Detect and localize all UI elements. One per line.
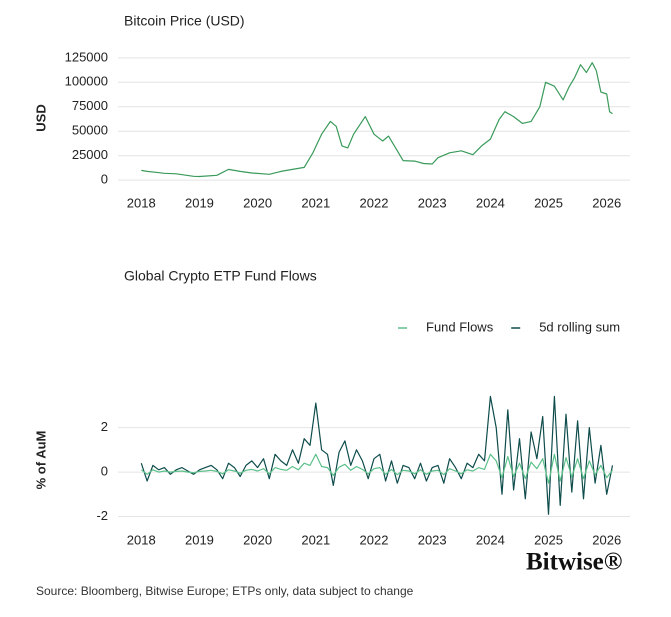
data-line xyxy=(141,62,613,178)
x-tick-label: 2025 xyxy=(534,532,563,547)
x-tick-label: 2023 xyxy=(418,195,447,210)
x-tick-label: 2018 xyxy=(127,195,156,210)
x-tick-label: 2019 xyxy=(185,195,214,210)
y-axis-label: USD xyxy=(33,104,48,131)
x-tick-label: 2026 xyxy=(592,532,621,547)
y-tick-label: 125000 xyxy=(65,49,108,64)
y-tick-label: 2 xyxy=(101,419,108,434)
legend-label: Fund Flows xyxy=(426,319,494,334)
x-tick-label: 2021 xyxy=(301,532,330,547)
y-tick-label: 25000 xyxy=(72,147,108,162)
chart-title: Bitcoin Price (USD) xyxy=(124,13,245,29)
y-tick-label: 0 xyxy=(101,464,108,479)
data-line xyxy=(140,453,613,484)
data-line xyxy=(140,395,614,515)
x-tick-label: 2023 xyxy=(418,532,447,547)
y-tick-label: 100000 xyxy=(65,74,108,89)
x-tick-label: 2020 xyxy=(243,532,272,547)
chart-title: Global Crypto ETP Fund Flows xyxy=(124,268,317,284)
x-tick-label: 2024 xyxy=(476,532,505,547)
x-tick-label: 2021 xyxy=(301,195,330,210)
y-axis-label: % of AuM xyxy=(33,431,48,490)
x-tick-label: 2022 xyxy=(360,195,389,210)
y-tick-label: 50000 xyxy=(72,123,108,138)
x-tick-label: 2018 xyxy=(127,532,156,547)
x-tick-label: 2019 xyxy=(185,532,214,547)
source-note: Source: Bloomberg, Bitwise Europe; ETPs … xyxy=(36,584,414,598)
x-tick-label: 2022 xyxy=(360,532,389,547)
y-tick-label: -2 xyxy=(96,508,108,523)
y-tick-label: 75000 xyxy=(72,98,108,113)
x-tick-label: 2026 xyxy=(592,195,621,210)
x-tick-label: 2024 xyxy=(476,195,505,210)
x-tick-label: 2020 xyxy=(243,195,272,210)
legend-label: 5d rolling sum xyxy=(539,319,620,334)
x-tick-label: 2025 xyxy=(534,195,563,210)
logo: Bitwise® xyxy=(526,549,622,576)
y-tick-label: 0 xyxy=(101,172,108,187)
